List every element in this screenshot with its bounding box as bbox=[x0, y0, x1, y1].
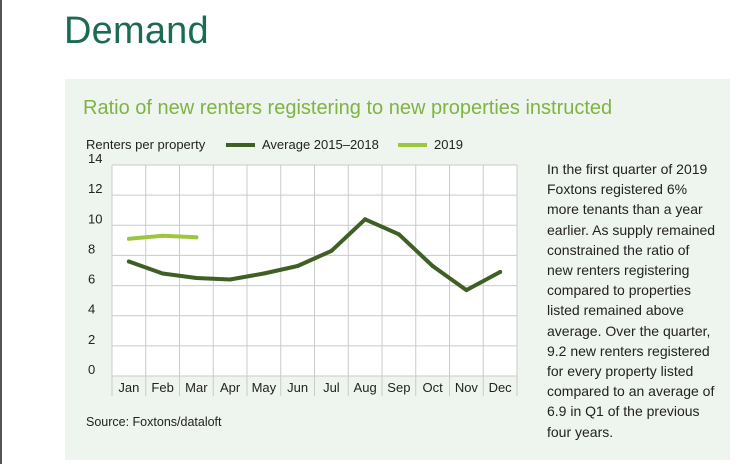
legend: Renters per property Average 2015–2018 2… bbox=[86, 137, 463, 152]
data-point bbox=[295, 263, 300, 268]
y-tick-label: 8 bbox=[88, 241, 95, 256]
y-tick-label: 0 bbox=[88, 362, 95, 377]
chart-title: Ratio of new renters registering to new … bbox=[83, 97, 613, 119]
y-tick-label: 14 bbox=[88, 151, 102, 166]
data-point bbox=[160, 233, 165, 238]
y-tick-label: 6 bbox=[88, 272, 95, 287]
y-tick-label: 12 bbox=[88, 181, 102, 196]
x-tick-label: Aug bbox=[354, 380, 377, 395]
y-axis-label: Renters per property bbox=[86, 137, 206, 152]
data-point bbox=[126, 259, 131, 264]
chart-grid bbox=[111, 164, 518, 396]
data-point bbox=[261, 271, 266, 276]
x-tick-label: Feb bbox=[151, 380, 173, 395]
x-tick-label: Dec bbox=[489, 380, 513, 395]
y-tick-label: 4 bbox=[88, 302, 95, 317]
data-point bbox=[430, 263, 435, 268]
series-lines bbox=[126, 217, 503, 293]
data-point bbox=[228, 277, 233, 282]
x-tick-label: Nov bbox=[455, 380, 479, 395]
x-tick-label: Jun bbox=[287, 380, 308, 395]
x-tick-label: Jul bbox=[323, 380, 340, 395]
data-point bbox=[464, 288, 469, 293]
legend-label-2019: 2019 bbox=[434, 137, 463, 152]
data-point bbox=[194, 276, 199, 281]
data-point bbox=[194, 235, 199, 240]
data-point bbox=[329, 248, 334, 253]
source-note: Source: Foxtons/dataloft bbox=[86, 415, 222, 429]
data-point bbox=[396, 232, 401, 237]
x-tick-label: Oct bbox=[423, 380, 444, 395]
y-axis-ticks: 0 2 4 6 8 10 12 14 bbox=[88, 151, 102, 377]
x-tick-label: Sep bbox=[387, 380, 410, 395]
x-tick-label: Mar bbox=[185, 380, 208, 395]
data-point bbox=[498, 270, 503, 275]
data-point bbox=[363, 217, 368, 222]
x-tick-label: Apr bbox=[220, 380, 241, 395]
page-title: Demand bbox=[64, 10, 209, 52]
y-tick-label: 2 bbox=[88, 332, 95, 347]
x-tick-label: May bbox=[252, 380, 277, 395]
left-border bbox=[0, 0, 2, 464]
legend-label-average: Average 2015–2018 bbox=[262, 137, 379, 152]
x-axis-ticks: Jan Feb Mar Apr May Jun Jul Aug Sep Oct Nov Dec bbox=[118, 380, 512, 395]
series-line-0 bbox=[126, 217, 503, 293]
data-point bbox=[126, 236, 131, 241]
y-tick-label: 10 bbox=[88, 211, 102, 226]
commentary-text: In the first quarter of 2019 Foxtons reg… bbox=[547, 161, 716, 440]
x-tick-label: Jan bbox=[118, 380, 139, 395]
data-point bbox=[160, 271, 165, 276]
